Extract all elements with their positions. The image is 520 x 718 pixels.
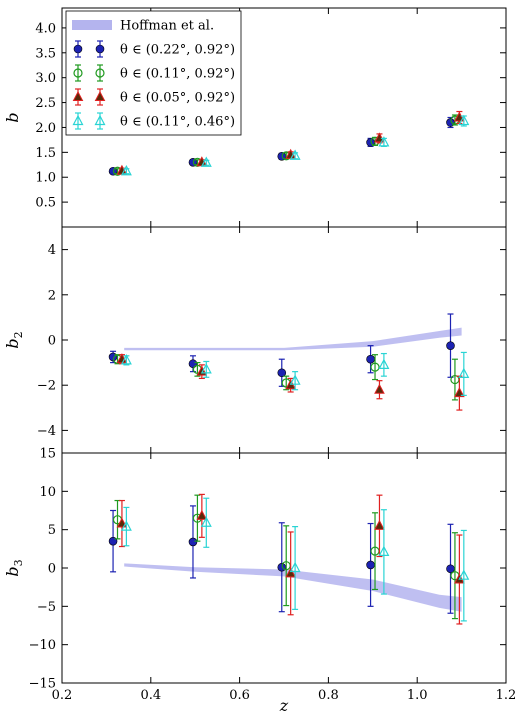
legend-marker [95, 68, 105, 78]
data-point [188, 537, 198, 547]
data-point [458, 367, 470, 378]
x-tick-label: 0.4 [140, 688, 161, 703]
panels: 0.5 1.0 1.5 2.0 2.5 3.0 3.5 4.0 b −4 −2 0 2 4 b2 −15 −10… [3, 7, 517, 703]
y-tick-label: 3.5 [35, 46, 56, 61]
data-point [188, 359, 198, 369]
legend-entry: Hoffman et al. [72, 19, 214, 34]
x-tick-label: 0.8 [318, 688, 339, 703]
data-point [374, 519, 385, 530]
y-tick-label: −2 [37, 379, 56, 394]
series-2 [112, 494, 460, 620]
data-point [289, 374, 301, 385]
y-tick-label: 4.0 [35, 21, 56, 36]
data-point [446, 341, 455, 350]
legend-marker [94, 90, 106, 101]
legend-entry: θ ∈ (0.11°, 0.46°) [72, 112, 235, 130]
series-3 [116, 493, 465, 625]
data-point [454, 387, 465, 398]
y-tick-label: 0 [48, 562, 56, 577]
data-point [458, 569, 470, 580]
y-tick-label: 1.5 [35, 146, 56, 161]
data-point [200, 516, 212, 527]
series-4 [120, 114, 470, 176]
legend-entry: θ ∈ (0.05°, 0.92°) [72, 88, 235, 106]
x-tick-label: 0.2 [52, 688, 73, 703]
panel-3: −15 −10 −5 0 5 10 15 b3 [3, 447, 507, 692]
data-point [378, 136, 390, 147]
data-point [120, 354, 132, 365]
y-axis-label: b [3, 112, 22, 122]
legend: Hoffman et al. θ ∈ (0.22°, 0.92°) θ ∈ (0.1… [65, 10, 242, 136]
legend-band-swatch [72, 20, 112, 30]
legend-marker [72, 114, 84, 126]
series-4 [120, 497, 470, 622]
data-point [374, 132, 385, 143]
data-point [200, 156, 212, 167]
data-point [458, 114, 470, 126]
legend-label: Hoffman et al. [120, 19, 214, 34]
legend-label: θ ∈ (0.11°, 0.92°) [120, 67, 235, 82]
data-point [289, 561, 301, 573]
data-point [378, 358, 390, 369]
legend-marker [94, 114, 106, 126]
series-4 [120, 351, 470, 396]
y-tick-label: 5 [48, 523, 56, 538]
data-point [277, 562, 287, 572]
y-tick-label: −4 [37, 424, 56, 439]
y-tick-label: 0 [48, 334, 56, 349]
data-point [196, 509, 208, 520]
y-tick-label: −15 [29, 677, 56, 692]
y-tick-label: 2.5 [35, 96, 56, 111]
series-1 [108, 313, 455, 387]
legend-marker [72, 90, 84, 101]
series-2 [112, 354, 460, 401]
data-point [378, 545, 390, 557]
hoffman-band [124, 327, 462, 351]
y-tick-label: −5 [37, 600, 56, 615]
data-point [366, 560, 375, 570]
data-point [374, 383, 385, 394]
y-tick-label: −10 [29, 638, 56, 653]
data-point [289, 149, 301, 160]
y-tick-label: 10 [39, 485, 56, 500]
panel-2: −4 −2 0 2 4 b2 [3, 226, 507, 454]
data-point [120, 164, 132, 176]
legend-label: θ ∈ (0.05°, 0.92°) [120, 91, 235, 106]
legend-marker [73, 68, 83, 78]
data-point [370, 362, 380, 372]
data-point [366, 354, 375, 364]
hoffman-band [124, 563, 462, 612]
y-axis-label: b2 [3, 331, 25, 348]
y-axis-label: b3 [3, 559, 25, 576]
data-point [285, 567, 296, 578]
data-point [120, 520, 132, 531]
y-tick-label: 2.0 [35, 121, 56, 136]
x-axis-label: z [279, 696, 289, 715]
y-tick-label: 1.0 [35, 171, 56, 186]
legend-box [65, 10, 242, 136]
legend-label: θ ∈ (0.11°, 0.46°) [120, 115, 235, 130]
x-tick-label: 1.2 [496, 688, 517, 703]
x-tick-label: 0.6 [229, 688, 250, 703]
series-3 [116, 353, 465, 411]
x-tick-label: 1.0 [407, 688, 428, 703]
y-tick-label: 15 [39, 447, 56, 462]
data-point [200, 363, 212, 374]
legend-marker [73, 44, 83, 54]
y-tick-label: 2 [48, 288, 56, 303]
legend-entry: θ ∈ (0.11°, 0.92°) [73, 64, 235, 82]
legend-marker [95, 44, 105, 54]
y-tick-label: 4 [48, 243, 56, 258]
legend-label: θ ∈ (0.22°, 0.92°) [120, 43, 235, 58]
x-tick-labels: 0.2 0.4 0.6 0.8 1.0 1.2 [52, 688, 517, 703]
legend-entry: θ ∈ (0.22°, 0.92°) [73, 40, 235, 58]
plot-frame [61, 226, 507, 454]
y-tick-label: 3.0 [35, 71, 56, 86]
data-point [277, 368, 287, 378]
y-tick-label: 0.5 [35, 196, 56, 211]
